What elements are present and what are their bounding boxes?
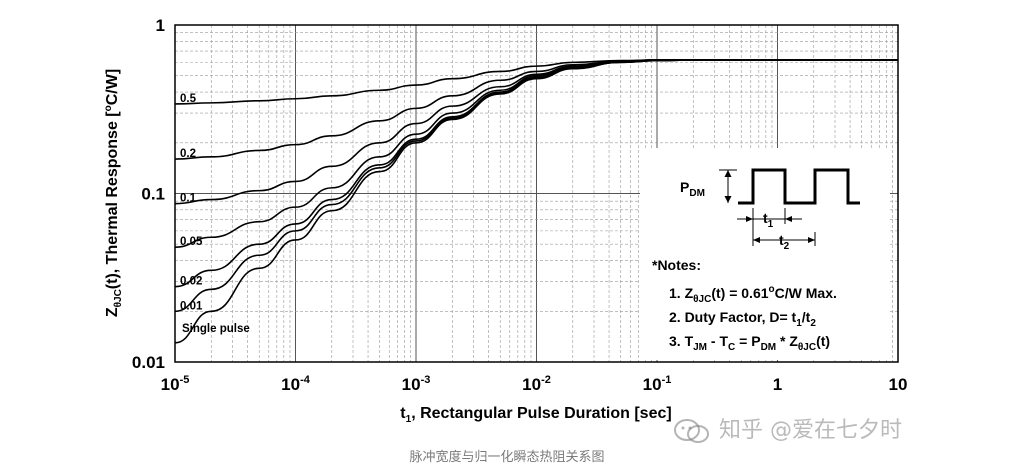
series-label: 0.2 [180, 148, 196, 160]
y-axis-title: ZθJC(t), Thermal Response [oC/W] [103, 69, 124, 317]
figure-caption: 脉冲宽度与归一化瞬态热阻关系图 [409, 450, 605, 465]
note-2: 2. Duty Factor, D= t1/t2 [669, 309, 816, 329]
x-tick-labels: 10-5 10-4 10-3 10-2 10-1 1 10 [161, 374, 908, 394]
x-tick-label: 10-3 [402, 374, 431, 394]
series-label: Single pulse [182, 323, 250, 335]
y-tick-labels: 1 0.1 0.01 [132, 16, 165, 372]
notes-title: *Notes: [652, 257, 701, 273]
series-line-Single-pulse [174, 59, 898, 344]
watermark-text: 知乎 @爱在七夕时 [719, 418, 902, 443]
y-tick-label: 0.1 [141, 185, 165, 204]
x-tick-label: 10 [889, 375, 908, 394]
series-label: 0.5 [180, 93, 197, 105]
series-label: 0.1 [180, 193, 197, 205]
series-label: 0.05 [180, 236, 203, 248]
watermark: 知乎 @爱在七夕时 [672, 412, 902, 444]
pdm-label: PDM [680, 179, 705, 199]
pulse-waveform [719, 168, 860, 246]
x-tick-label: 10-1 [643, 374, 672, 394]
x-tick-label: 10-5 [161, 374, 190, 394]
x-tick-label: 1 [773, 375, 782, 394]
notes-box: PDM t1 t2 *Notes: 1. ZθJC(t) = 0.61oC/W … [640, 148, 890, 360]
note-1: 1. ZθJC(t) = 0.61oC/W Max. [669, 284, 837, 305]
note-3: 3. TJM - TC = PDM * ZθJC(t) [669, 333, 830, 353]
x-tick-label: 10-2 [522, 374, 551, 394]
series-label: 0.02 [180, 276, 202, 288]
t2-label: t2 [779, 232, 790, 252]
plot-frame [174, 24, 899, 363]
y-tick-label: 0.01 [132, 353, 165, 372]
y-tick-label: 1 [156, 16, 165, 35]
x-tick-label: 10-4 [281, 374, 311, 394]
x-axis-title: t1, Rectangular Pulse Duration [sec] [400, 405, 671, 425]
curves [174, 59, 898, 344]
wechat-logo-icon [674, 419, 709, 443]
series-label: 0.01 [180, 300, 203, 312]
t1-label: t1 [763, 210, 774, 230]
curve-labels: 0.5 0.2 0.1 0.05 0.02 0.01 Single pulse [180, 93, 250, 335]
